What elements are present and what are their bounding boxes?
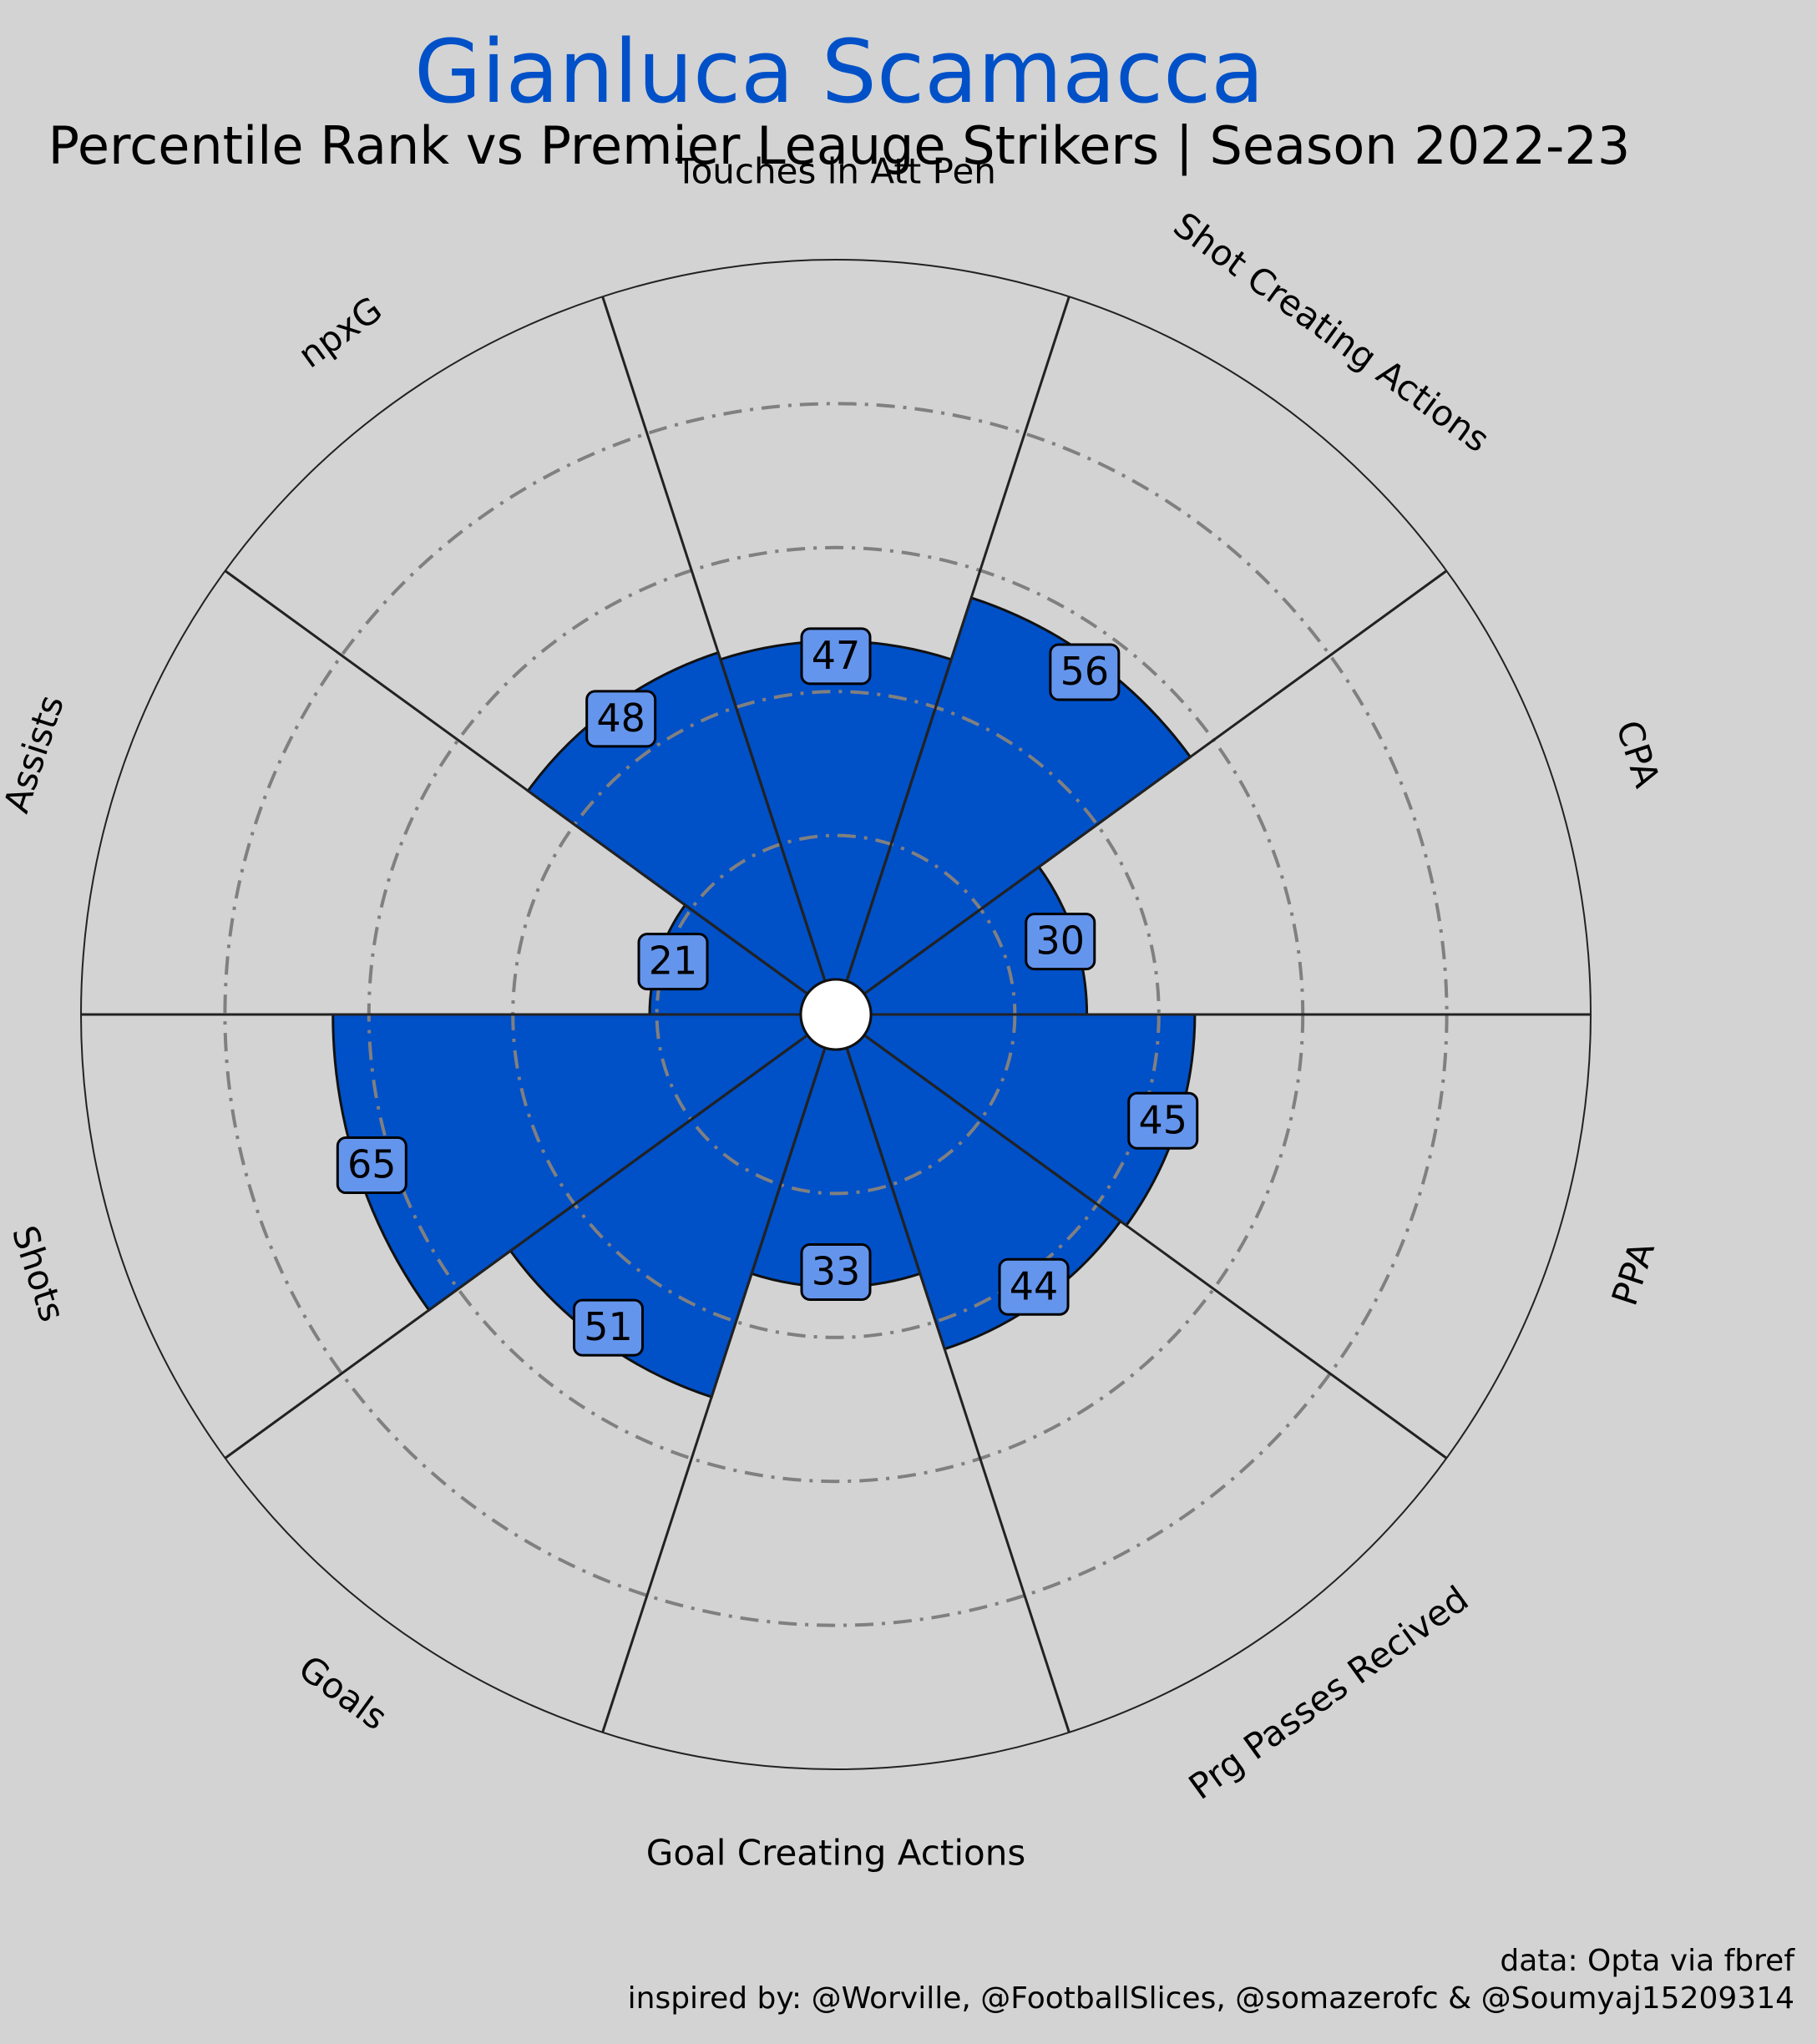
- category-label-3: PPA: [1604, 1237, 1663, 1310]
- svg-text:65: 65: [347, 1142, 397, 1187]
- spoke-1: [845, 296, 1070, 982]
- category-label-1: Shot Creating Actions: [1167, 205, 1497, 461]
- category-label-8: Assists: [0, 691, 72, 817]
- footer-data-source: data: Opta via fbref: [1500, 1944, 1794, 1978]
- chart-title: Gianluca Scamacca: [414, 21, 1264, 123]
- value-label-6: 51: [572, 1298, 644, 1357]
- category-label-2: CPA: [1608, 716, 1668, 792]
- svg-text:51: 51: [584, 1304, 633, 1349]
- value-label-4: 44: [998, 1257, 1070, 1316]
- spoke-7: [224, 1034, 808, 1460]
- value-label-7: 65: [336, 1136, 407, 1195]
- value-label-5: 33: [800, 1242, 872, 1301]
- svg-text:45: 45: [1138, 1097, 1187, 1142]
- spoke-6: [601, 1047, 827, 1733]
- svg-text:21: 21: [649, 939, 698, 984]
- svg-text:44: 44: [1010, 1263, 1059, 1308]
- value-label-0: 47: [800, 627, 872, 686]
- spoke-9: [224, 569, 808, 995]
- svg-text:56: 56: [1060, 649, 1110, 694]
- spoke-4: [863, 1034, 1448, 1460]
- spoke-5: [845, 1047, 1070, 1733]
- svg-text:33: 33: [812, 1248, 861, 1293]
- category-label-9: npxG: [291, 289, 389, 377]
- category-label-5: Goal Creating Actions: [646, 1833, 1025, 1874]
- value-label-2: 30: [1025, 913, 1096, 971]
- category-label-7: Shots: [4, 1221, 73, 1327]
- svg-text:47: 47: [812, 633, 861, 678]
- category-label-4: Prg Passes Recived: [1182, 1578, 1476, 1808]
- value-label-8: 21: [637, 933, 709, 991]
- footer-inspired-by: inspired by: @Worville, @FootballSlices,…: [627, 1981, 1794, 2016]
- value-label-3: 45: [1127, 1091, 1199, 1150]
- value-label-9: 48: [585, 690, 657, 748]
- svg-text:30: 30: [1035, 918, 1085, 964]
- chart-subtitle: Percentile Rank vs Premier Leauge Strike…: [48, 115, 1631, 176]
- category-label-0: Touches in Att Pen: [675, 151, 996, 192]
- value-label-1: 56: [1049, 643, 1121, 701]
- svg-text:48: 48: [596, 696, 645, 741]
- spoke-2: [863, 569, 1448, 995]
- category-label-6: Goals: [291, 1647, 395, 1738]
- spoke-0: [601, 296, 827, 982]
- center-hole: [799, 978, 873, 1051]
